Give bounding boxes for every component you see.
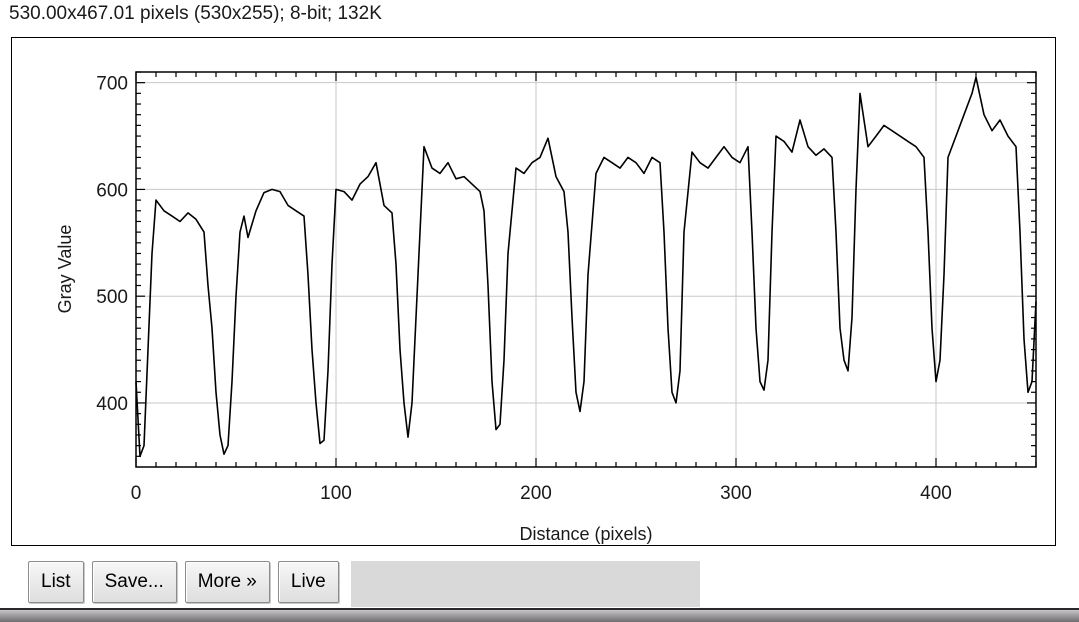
x-tick-label: 100: [320, 483, 352, 504]
list-button[interactable]: List: [28, 561, 84, 603]
x-tick-label: 400: [920, 483, 952, 504]
status-field: [350, 561, 700, 607]
x-axis-tick-labels: 0 100 200 300 400: [131, 483, 952, 504]
plot-area: [136, 72, 1036, 467]
save-button[interactable]: Save...: [91, 561, 177, 603]
y-axis-tick-labels: 400 500 600 700: [96, 74, 128, 415]
gray-value-profile-line: [135, 76, 1037, 458]
x-axis-label: Distance (pixels): [519, 524, 652, 544]
x-tick-label: 200: [520, 483, 552, 504]
plot-panel: 0 100 200 300 400 400 500 600 700 Distance (pix…: [11, 37, 1056, 546]
more-button[interactable]: More »: [184, 561, 270, 603]
grid-lines: [136, 72, 1036, 467]
y-tick-label: 600: [96, 180, 128, 201]
y-axis-label: Gray Value: [55, 225, 75, 314]
plot-area-border: [135, 71, 1037, 468]
window-bottom-edge: [0, 610, 1079, 622]
plot-button-bar: List Save... More » Live: [28, 561, 700, 607]
image-info-text: 530.00x467.01 pixels (530x255); 8-bit; 1…: [9, 3, 382, 24]
window-edge-line: [0, 608, 1079, 610]
y-tick-label: 700: [96, 74, 128, 95]
x-tick-label: 0: [131, 483, 142, 504]
y-tick-label: 400: [96, 394, 128, 415]
y-tick-label: 500: [96, 287, 128, 308]
profile-plot: 0 100 200 300 400 400 500 600 700 Distance (pix…: [55, 71, 1037, 544]
live-button[interactable]: Live: [277, 561, 339, 603]
x-tick-label: 300: [720, 483, 752, 504]
